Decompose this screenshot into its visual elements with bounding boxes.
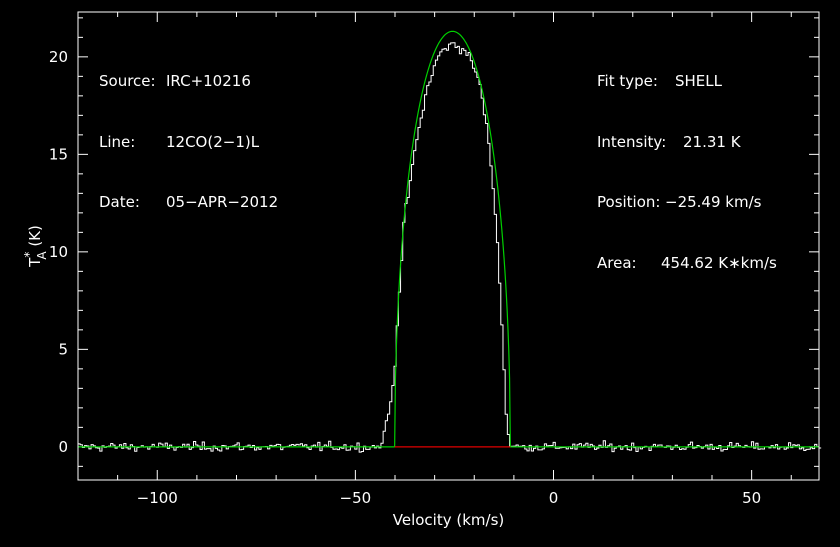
y-tick-label: 0 (58, 438, 68, 456)
position-label: Position: (597, 193, 661, 211)
area-label: Area: (597, 253, 637, 272)
fit-line (78, 30, 819, 448)
y-axis-label-text: T*A (K) (22, 225, 49, 268)
y-tick-label: 15 (49, 145, 68, 163)
x-tick-label: −50 (340, 489, 372, 507)
info-source-row: Source: IRC+10216 (99, 69, 278, 94)
line-label: Line: (99, 132, 136, 151)
info-date-row: Date: 05−APR−2012 (99, 190, 278, 215)
area-value: 454.62 K∗km/s (661, 253, 777, 272)
plot-series (78, 30, 822, 453)
axis-ticks (77, 12, 819, 480)
intensity-value: 21.31 K (683, 132, 741, 151)
info-fit-type-row: Fit type: SHELL (597, 69, 777, 94)
date-value: 05−APR−2012 (166, 193, 279, 211)
info-panel-right: Fit type: SHELL Intensity: 21.31 K Positio… (597, 33, 777, 293)
source-label: Source: (99, 72, 156, 90)
line-value: 12CO(2−1)L (166, 132, 260, 151)
x-tick-label: 50 (742, 489, 761, 507)
position-value: −25.49 km/s (665, 193, 762, 211)
plot-frame (77, 11, 820, 481)
info-panel-left: Source: IRC+10216 Line: 12CO(2−1)L Date: 05… (99, 33, 278, 233)
x-axis-label: Velocity (km/s) (393, 511, 504, 529)
info-line-row: Line: 12CO(2−1)L (99, 130, 278, 155)
info-position-row: Position: −25.49 km/s (597, 190, 777, 215)
y-tick-label: 5 (58, 340, 68, 358)
info-intensity-row: Intensity: 21.31 K (597, 130, 777, 155)
x-tick-label: 0 (549, 489, 559, 507)
x-tick-label: −100 (137, 489, 178, 507)
source-value: IRC+10216 (166, 72, 251, 90)
tick-labels: −100 −50 0 50 0 5 10 15 20 (49, 48, 761, 507)
y-tick-label: 20 (49, 48, 68, 66)
fit-type-label: Fit type: (597, 72, 658, 90)
y-axis-label: T*A (K) (22, 225, 49, 268)
intensity-label: Intensity: (597, 132, 667, 151)
info-area-row: Area: 454.62 K∗km/s (597, 251, 777, 276)
fit-type-value: SHELL (675, 72, 722, 90)
date-label: Date: (99, 193, 140, 211)
y-tick-label: 10 (49, 243, 68, 261)
